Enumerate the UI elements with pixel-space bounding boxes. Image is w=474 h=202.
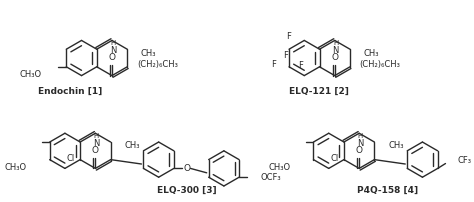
Text: (CH₂)₆CH₃: (CH₂)₆CH₃ — [137, 60, 178, 69]
Text: ELQ-300 [3]: ELQ-300 [3] — [157, 185, 217, 194]
Text: O: O — [331, 53, 338, 62]
Text: Cl: Cl — [331, 154, 339, 163]
Text: H: H — [357, 133, 363, 139]
Text: F: F — [286, 32, 291, 41]
Text: F: F — [283, 50, 288, 60]
Text: N: N — [93, 139, 100, 147]
Text: N: N — [333, 46, 339, 55]
Text: O: O — [356, 146, 363, 155]
Text: F: F — [298, 61, 303, 70]
Text: (CH₂)₆CH₃: (CH₂)₆CH₃ — [360, 60, 401, 69]
Text: Cl: Cl — [67, 154, 75, 163]
Text: CH₃: CH₃ — [124, 141, 140, 150]
Text: ELQ-121 [2]: ELQ-121 [2] — [289, 87, 349, 96]
Text: Endochin [1]: Endochin [1] — [37, 87, 102, 96]
Text: P4Q-158 [4]: P4Q-158 [4] — [357, 185, 418, 194]
Text: CH₃: CH₃ — [364, 49, 379, 58]
Text: H: H — [94, 133, 99, 139]
Text: CF₃: CF₃ — [457, 156, 471, 165]
Text: CH₃: CH₃ — [388, 141, 403, 150]
Text: O: O — [183, 164, 190, 173]
Text: CH₃O: CH₃O — [268, 163, 291, 172]
Text: N: N — [110, 46, 116, 55]
Text: O: O — [92, 146, 99, 155]
Text: F: F — [271, 60, 276, 69]
Text: H: H — [333, 40, 338, 46]
Text: CH₃O: CH₃O — [19, 70, 41, 79]
Text: N: N — [357, 139, 364, 147]
Text: CH₃: CH₃ — [141, 49, 156, 58]
Text: CH₃O: CH₃O — [5, 163, 27, 172]
Text: H: H — [110, 40, 116, 46]
Text: OCF₃: OCF₃ — [261, 173, 281, 182]
Text: O: O — [109, 53, 116, 62]
